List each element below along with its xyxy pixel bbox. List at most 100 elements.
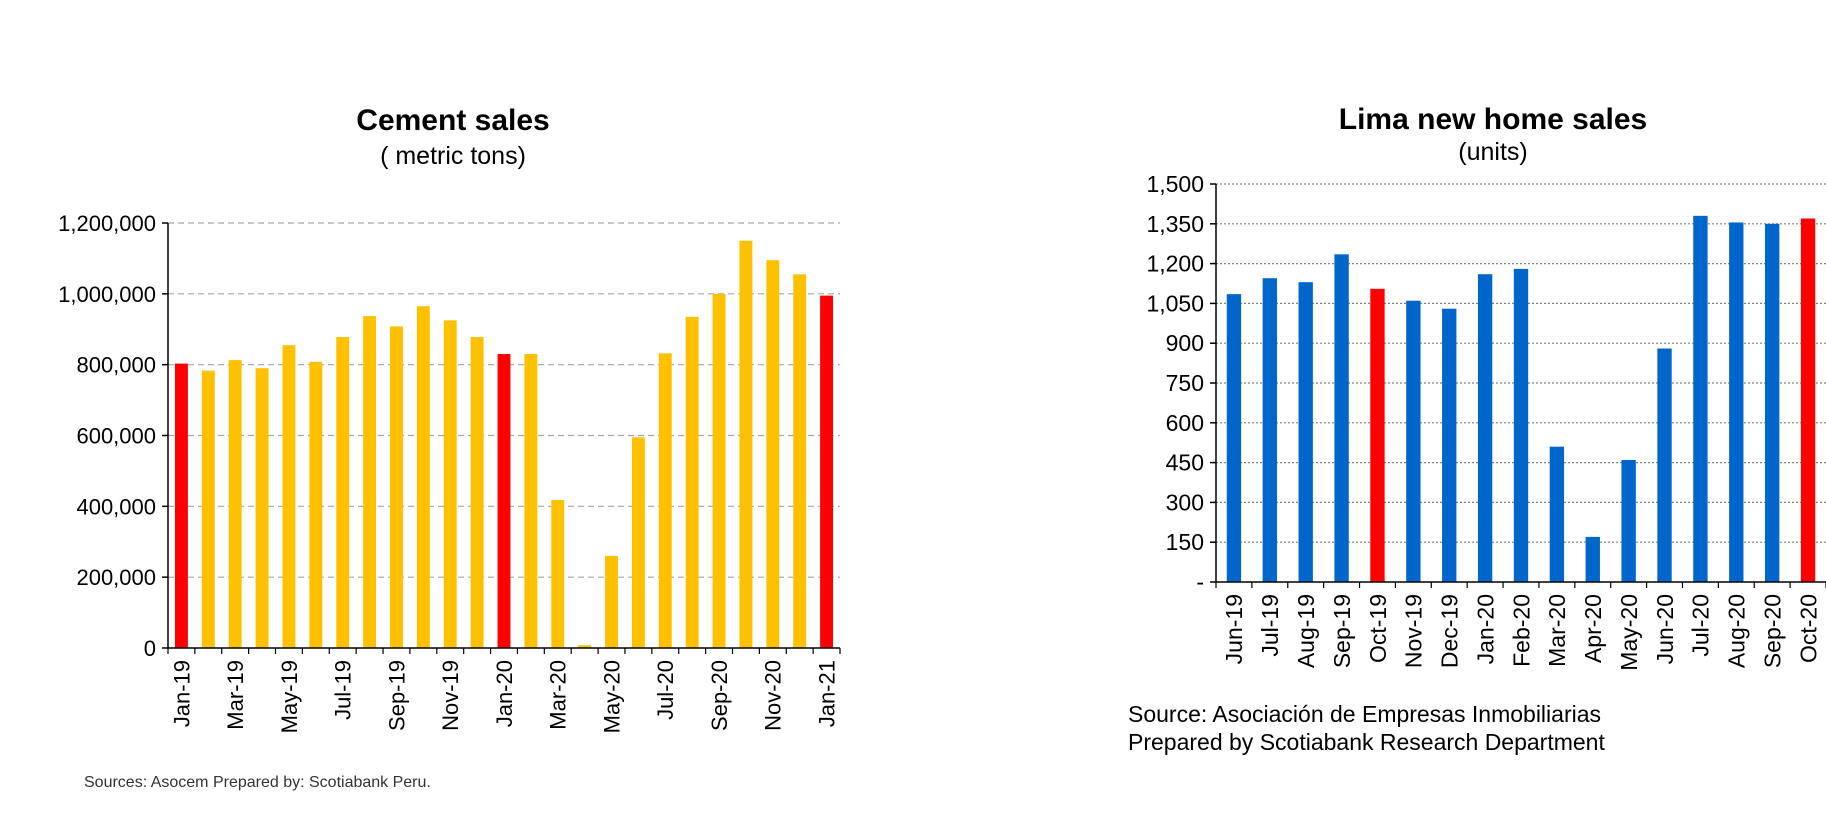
x-tick-label: May-19	[277, 660, 302, 733]
x-tick-label: Aug-19	[1293, 594, 1319, 668]
bar-apr-20	[578, 645, 592, 648]
bar-apr-20	[1585, 536, 1600, 582]
x-tick-label: May-20	[1616, 594, 1642, 671]
bar-jul-20	[1693, 215, 1708, 582]
x-tick-label: Nov-19	[438, 660, 463, 731]
bar-jun-20	[631, 437, 645, 648]
bar-nov-19	[1406, 300, 1421, 582]
bar-jan-19	[174, 363, 188, 648]
bar-dec-20	[793, 274, 807, 648]
y-tick-label: 1,200,000	[58, 211, 156, 236]
bar-aug-19	[363, 316, 377, 648]
x-tick-label: Sep-20	[1759, 594, 1785, 668]
x-tick-label: Jul-19	[1257, 594, 1283, 657]
bar-sep-19	[1334, 254, 1349, 582]
bar-jul-19	[336, 337, 350, 648]
bar-apr-19	[255, 368, 269, 648]
lima-new-home-sales-chart: Lima new home sales (units) - 150 300 450 60…	[1128, 103, 1826, 755]
y-tick-label: 400,000	[76, 494, 156, 519]
bar-oct-20	[739, 240, 753, 649]
bar-jul-20	[658, 353, 672, 648]
x-tick-label: Apr-20	[1580, 594, 1606, 663]
homes-bars	[1226, 215, 1816, 583]
x-tick-label: Oct-19	[1365, 594, 1391, 663]
cement-sales-chart: Cement sales ( metric tons) 0 200,000 400,…	[58, 104, 841, 791]
y-tick-label: 1,000,000	[58, 282, 156, 307]
x-tick-label: Sep-19	[384, 660, 409, 731]
bar-jan-20	[1477, 274, 1493, 582]
bar-sep-20	[1765, 223, 1780, 583]
cement-source-note: Sources: Asocem Prepared by: Scotiabank …	[84, 774, 431, 791]
bar-nov-20	[766, 260, 780, 648]
bar-feb-20	[524, 354, 538, 648]
y-tick-label: 1,200	[1146, 251, 1204, 277]
x-tick-label: Jan-19	[169, 660, 194, 727]
bar-feb-20	[1513, 268, 1529, 582]
bar-oct-20	[1800, 218, 1816, 582]
bar-dec-19	[470, 337, 484, 648]
bar-jun-19	[309, 361, 323, 648]
cement-chart-subtitle: ( metric tons)	[380, 142, 526, 170]
homes-chart-subtitle: (units)	[1458, 138, 1527, 166]
x-tick-label: Feb-20	[1508, 594, 1534, 667]
x-tick-label: Mar-20	[1544, 594, 1570, 667]
bar-aug-20	[685, 316, 699, 648]
y-tick-label: 800,000	[76, 353, 156, 378]
homes-chart-title: Lima new home sales	[1339, 103, 1647, 136]
bar-jan-20	[497, 354, 511, 648]
bar-aug-20	[1729, 222, 1744, 582]
y-tick-label: 1,050	[1146, 290, 1204, 316]
x-tick-label: Jun-19	[1221, 594, 1247, 664]
x-tick-label: Nov-19	[1401, 594, 1427, 668]
y-tick-label: 750	[1166, 370, 1204, 396]
bar-may-20	[605, 555, 618, 648]
x-tick-label: Oct-20	[1795, 594, 1821, 663]
y-tick-label: -	[1196, 569, 1204, 595]
x-tick-label: Jul-20	[653, 660, 678, 720]
y-tick-label: 600,000	[76, 424, 156, 449]
y-tick-label: 900	[1166, 330, 1204, 356]
x-tick-label: Aug-20	[1724, 594, 1750, 668]
x-tick-label: Sep-20	[707, 660, 732, 731]
y-tick-label: 600	[1166, 410, 1204, 436]
x-tick-label: May-20	[599, 660, 624, 733]
y-tick-label: 1,500	[1146, 171, 1204, 197]
bar-dec-19	[1442, 308, 1457, 582]
bar-jan-21	[820, 295, 834, 648]
x-tick-label: Jan-20	[1472, 594, 1498, 664]
x-tick-label: Jul-20	[1688, 594, 1714, 657]
bar-nov-19	[443, 320, 457, 648]
x-tick-label: Jul-19	[331, 660, 356, 720]
bar-jun-19	[1226, 294, 1242, 582]
bar-sep-19	[390, 326, 403, 648]
x-tick-label: Jun-20	[1652, 594, 1678, 664]
y-tick-label: 200,000	[76, 565, 156, 590]
x-tick-label: Dec-19	[1437, 594, 1463, 668]
y-tick-label: 150	[1166, 529, 1204, 555]
bar-mar-20	[551, 499, 565, 648]
bar-jun-20	[1657, 348, 1672, 582]
x-tick-label: Sep-19	[1329, 594, 1355, 668]
bar-mar-19	[228, 360, 242, 648]
x-tick-label: Mar-19	[223, 660, 248, 730]
y-tick-label: 0	[144, 636, 156, 661]
y-tick-label: 1,350	[1146, 211, 1204, 237]
bar-may-19	[282, 345, 296, 648]
y-tick-label: 300	[1166, 489, 1204, 515]
y-tick-label: 450	[1166, 450, 1204, 476]
x-tick-label: Jan-20	[492, 660, 517, 727]
bar-jul-19	[1262, 278, 1277, 582]
homes-source-line-1: Source: Asociación de Empresas Inmobilia…	[1128, 701, 1601, 727]
bar-mar-20	[1549, 446, 1565, 582]
bar-may-20	[1621, 459, 1636, 582]
cement-bars	[174, 240, 834, 649]
bar-aug-19	[1298, 282, 1313, 582]
x-tick-label: Mar-20	[546, 660, 571, 730]
bar-sep-20	[712, 293, 726, 648]
bar-oct-19	[416, 306, 430, 648]
x-tick-label: Jan-21	[814, 660, 839, 727]
homes-axes: - 150 300 450 600 750 900 1,050 1,200 1,350 1,500 J…	[1146, 171, 1826, 671]
homes-source-line-2: Prepared by Scotiabank Research Departme…	[1128, 729, 1605, 755]
x-tick-label: Nov-20	[761, 660, 786, 731]
